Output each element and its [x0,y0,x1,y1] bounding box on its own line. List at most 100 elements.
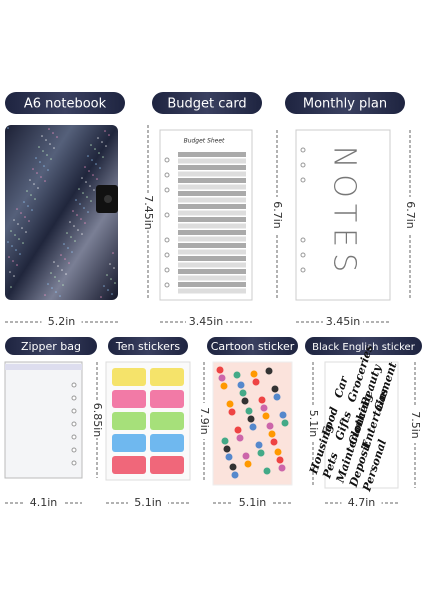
cartoon-sticker-item [281,419,289,427]
dimension-bg [404,197,416,233]
label-pill [5,92,125,114]
cartoon-sticker-item [271,385,279,393]
ring-hole [300,267,306,273]
dimension-bg [232,496,273,510]
glitter [89,185,91,187]
dimension-bg [128,496,168,510]
dimension-bg [186,315,226,329]
ring-hole [164,187,170,193]
glitter [36,172,38,174]
ring-hole [164,212,170,218]
glitter [63,243,65,245]
glitter [68,262,70,264]
glitter [53,261,55,263]
glitter [21,227,23,229]
glitter [38,146,40,148]
glitter [109,263,111,265]
glitter [8,256,10,258]
cartoon-sticker-item [218,374,226,382]
ring-hole [300,237,306,243]
glitter [75,199,77,201]
ring-hole [71,434,77,440]
sheet-row [178,165,246,170]
sheet-row [178,249,246,255]
cartoon-sticker-item [250,370,258,378]
glitter [30,194,32,196]
glitter [39,161,41,163]
glitter [47,169,49,171]
label-pill [305,337,422,355]
glitter [71,251,73,253]
sheet-row [178,210,246,216]
sheet-row [178,275,246,281]
glitter [11,245,13,247]
cartoon-sticker-item [229,463,237,471]
glitter [43,165,45,167]
cartoon-sticker-item [278,464,286,472]
width-label: 5.1in [134,496,162,509]
item-label: Monthly plan [303,97,387,112]
label-pill [152,92,262,114]
glitter [98,152,100,154]
cover-text: NOTES [327,146,362,278]
glitter [27,205,29,207]
glitter [107,289,109,291]
glitter [44,294,46,296]
glitter [88,170,90,172]
glitter [42,150,44,152]
glitter [102,156,104,158]
glitter [73,225,75,227]
glitter [94,148,96,150]
sheet-row [178,197,246,203]
glitter [47,283,49,285]
glitter [64,258,66,260]
cartoon-sticker-item [257,449,265,457]
ring-hole [164,267,170,273]
sheet-row [178,217,246,222]
ring-hole [300,252,306,258]
height-label: 5.1in [307,410,320,438]
item-label: Zipper bag [21,340,81,353]
cartoon-sticker-item [241,397,249,405]
glitter [13,219,15,221]
ring-hole [164,237,170,243]
cartoon-sticker-item [216,366,224,374]
glitter [7,127,9,129]
cartoon-sticker-item [262,412,270,420]
cartoon-sticker-item [258,396,266,404]
dimension-bg [198,403,210,439]
width-label: 5.1in [239,496,267,509]
dimension-bg [323,315,363,329]
dimension-bg [23,496,64,510]
ring-hole [164,172,170,178]
cartoon-sticker-item [221,437,229,445]
glitter [50,272,52,274]
cartoon-sticker-item [223,445,231,453]
label-pill [5,337,97,355]
label-pill [285,92,405,114]
glitter [106,274,108,276]
sheet-row [178,236,246,242]
glitter [52,132,54,134]
item-label: Cartoon sticker [211,340,295,353]
cartoon-sticker-item [237,381,245,389]
glitter [19,253,21,255]
cartoon-sticker-item [249,423,257,431]
sheet-row [178,269,246,274]
cartoon-sticker-item [255,441,263,449]
glitter [46,154,48,156]
glitter [56,136,58,138]
glitter [95,163,97,165]
ring-hole [71,447,77,453]
glitter [31,209,33,211]
height-label: 6.85in [91,403,104,438]
ring-hole [71,421,77,427]
glitter [51,287,53,289]
width-label: 3.45in [189,315,224,328]
glitter [101,141,103,143]
dimension-bg [341,496,382,510]
glitter [44,180,46,182]
glitter [65,273,67,275]
glitter [83,207,85,209]
